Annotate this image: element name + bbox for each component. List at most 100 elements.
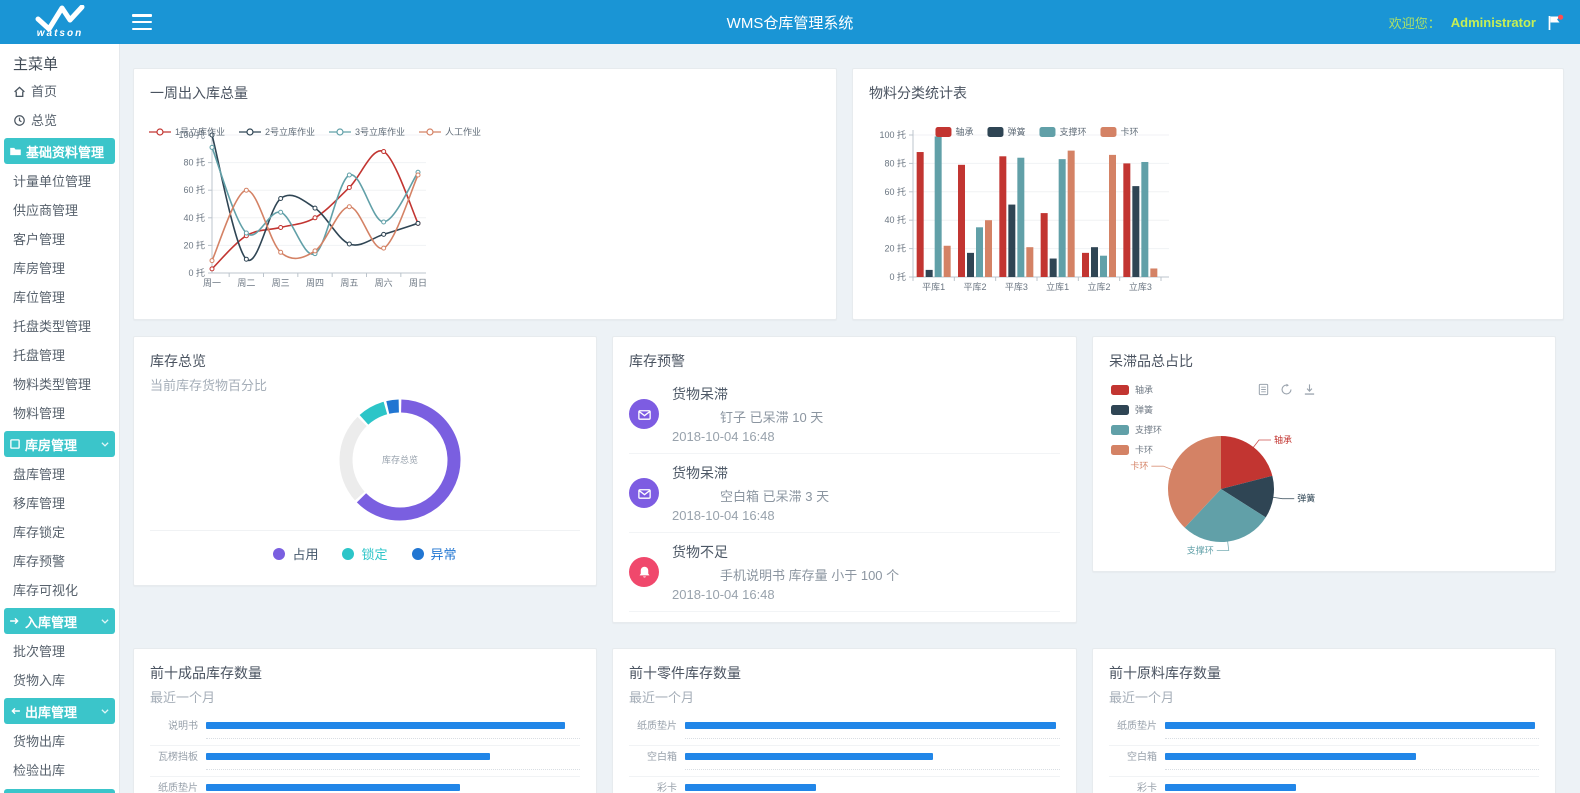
sidebar-item-总览[interactable]: 总览 bbox=[0, 106, 119, 135]
sidebar-group-partial[interactable] bbox=[4, 789, 115, 793]
sidebar-item-库存可视化[interactable]: 库存可视化 bbox=[13, 583, 79, 598]
alert-type: 货物不足 bbox=[672, 544, 728, 560]
sidebar-item-库存锁定[interactable]: 库存锁定 bbox=[13, 525, 66, 540]
alerts-card-title: 库存预警 bbox=[629, 353, 685, 369]
sidebar-item-移库管理[interactable]: 移库管理 bbox=[13, 496, 66, 511]
overview-card-title: 库存总览 bbox=[150, 353, 206, 369]
alert-item[interactable]: 货物不足 手机说明书 库存量 小于 100 个 2018-10-04 16:48 bbox=[629, 533, 1060, 612]
svg-text:周六: 周六 bbox=[375, 277, 393, 288]
sidebar-item-检验出库[interactable]: 检验出库 bbox=[13, 763, 66, 778]
weekly-line-chart[interactable]: 0 托 20 托 40 托 60 托 80 托 100 托周一 周二 周三 周四 周五 周六 周日 bbox=[150, 125, 822, 303]
sidebar-item-供应商管理[interactable]: 供应商管理 bbox=[13, 203, 79, 218]
legend-item-人工作业[interactable]: 人工作业 bbox=[419, 125, 481, 138]
folder-icon bbox=[9, 145, 22, 158]
sidebar-item-批次管理[interactable]: 批次管理 bbox=[13, 644, 66, 659]
svg-text:60 托: 60 托 bbox=[884, 186, 906, 197]
legend-item-轴承[interactable]: 轴承 bbox=[1111, 383, 1162, 396]
alert-item[interactable]: 货物呆滞 空白箱 已呆滞 3 天 2018-10-04 16:48 bbox=[629, 454, 1060, 533]
legend-item-支撑环[interactable]: 支撑环 bbox=[1111, 423, 1162, 436]
sidebar-item-库房管理[interactable]: 库房管理 bbox=[13, 261, 66, 276]
sidebar-item-物料管理[interactable]: 物料管理 bbox=[13, 406, 66, 421]
svg-text:80 托: 80 托 bbox=[884, 157, 906, 168]
finished-bar-chart[interactable]: 说明书瓦楞挡板纸质垫片空白箱 bbox=[150, 722, 580, 793]
sidebar-item-货物出库[interactable]: 货物出库 bbox=[13, 734, 66, 749]
hamburger-menu-icon[interactable] bbox=[132, 14, 152, 30]
alert-type: 货物呆滞 bbox=[672, 465, 728, 481]
svg-text:20 托: 20 托 bbox=[183, 239, 205, 250]
svg-text:周一: 周一 bbox=[203, 278, 221, 288]
restore-icon[interactable] bbox=[1280, 383, 1293, 396]
legend-item-轴承[interactable]: 轴承 bbox=[935, 125, 973, 138]
sidebar-item-物料类型管理[interactable]: 物料类型管理 bbox=[13, 377, 92, 392]
legend-item-卡环[interactable]: 卡环 bbox=[1111, 443, 1162, 456]
chevron-down-icon bbox=[100, 616, 110, 626]
legend-item-卡环[interactable]: 卡环 bbox=[1100, 125, 1139, 138]
materials-chart-legend: 轴承 弹簧 支撑环 卡环 bbox=[935, 125, 1139, 138]
inventory-donut-chart[interactable]: 库存总览 bbox=[150, 396, 582, 524]
legend-item-2号立库作业[interactable]: 2号立库作业 bbox=[238, 125, 315, 138]
svg-text:0 托: 0 托 bbox=[188, 267, 205, 278]
sidebar-item-托盘类型管理[interactable]: 托盘类型管理 bbox=[13, 319, 92, 334]
legend-item-异常[interactable]: 异常 bbox=[411, 544, 457, 563]
sidebar-section-label: 主菜单 bbox=[13, 56, 59, 73]
sidebar-item-计量单位管理[interactable]: 计量单位管理 bbox=[13, 174, 92, 189]
sidebar-item-客户管理[interactable]: 客户管理 bbox=[13, 232, 66, 247]
svg-text:周二: 周二 bbox=[237, 278, 255, 288]
legend-item-占用[interactable]: 占用 bbox=[273, 544, 318, 563]
svg-text:平库3: 平库3 bbox=[1005, 281, 1028, 292]
alert-item[interactable]: 货物呆滞 钉子 已呆滞 10 天 2018-10-04 16:48 bbox=[629, 375, 1060, 454]
sidebar-item-托盘管理[interactable]: 托盘管理 bbox=[13, 348, 66, 363]
legend-item-支撑环[interactable]: 支撑环 bbox=[1039, 125, 1087, 138]
sidebar-item-库存预警[interactable]: 库存预警 bbox=[13, 554, 66, 569]
card-inventory-overview: 库存总览 当前库存货物百分比 库存总览 占用 锁定 异常 bbox=[133, 336, 597, 586]
svg-text:80 托: 80 托 bbox=[183, 157, 205, 168]
legend-item-弹簧[interactable]: 弹簧 bbox=[1111, 403, 1162, 416]
svg-text:立库3: 立库3 bbox=[1129, 281, 1152, 292]
parts-bar-chart[interactable]: 纸质垫片空白箱彩卡说明书 bbox=[629, 722, 1060, 793]
svg-text:平库2: 平库2 bbox=[963, 281, 986, 292]
stagnant-pie-legend: 轴承 弹簧 支撑环 卡环 bbox=[1111, 383, 1162, 456]
top-header: watson WMS仓库管理系统 欢迎您： Administrator bbox=[0, 0, 1580, 44]
svg-text:轴承: 轴承 bbox=[1274, 434, 1292, 445]
legend-item-弹簧[interactable]: 弹簧 bbox=[987, 125, 1026, 138]
watson-logo-icon bbox=[35, 5, 85, 31]
legend-item-锁定[interactable]: 锁定 bbox=[342, 544, 388, 563]
donut-legend: 占用 锁定 异常 bbox=[150, 530, 580, 563]
page-title: WMS仓库管理系统 bbox=[726, 14, 854, 32]
svg-text:100 托: 100 托 bbox=[879, 129, 906, 140]
bell-icon bbox=[629, 557, 659, 587]
hbar-label: 彩卡 bbox=[1137, 783, 1157, 793]
username[interactable]: Administrator bbox=[1450, 14, 1536, 30]
welcome-label: 欢迎您： bbox=[1388, 15, 1441, 31]
raw-bar-chart[interactable]: 纸质垫片空白箱彩卡说明书 bbox=[1109, 722, 1539, 793]
download-icon[interactable] bbox=[1303, 383, 1316, 396]
sidebar-item-出库管理[interactable]: 出库管理 bbox=[4, 698, 115, 724]
sidebar-item-首页[interactable]: 首页 bbox=[0, 77, 119, 106]
hbar-value-bar bbox=[206, 784, 461, 791]
svg-text:平库1: 平库1 bbox=[922, 281, 945, 292]
legend-item-1号立库作业[interactable]: 1号立库作业 bbox=[148, 125, 225, 138]
alert-type: 货物超出 bbox=[672, 621, 873, 622]
data-view-icon[interactable] bbox=[1257, 383, 1270, 396]
legend-item-3号立库作业[interactable]: 3号立库作业 bbox=[329, 125, 405, 138]
sidebar-item-入库管理[interactable]: 入库管理 bbox=[4, 608, 115, 634]
alert-detail: 手机说明书 库存量 小于 100 个 bbox=[720, 568, 900, 583]
hbar-label: 空白箱 bbox=[1127, 752, 1157, 763]
notification-flag-icon[interactable] bbox=[1546, 14, 1564, 31]
sidebar-item-货物入库[interactable]: 货物入库 bbox=[13, 673, 66, 688]
mail-icon bbox=[629, 399, 659, 429]
alert-detail: 空白箱 已呆滞 3 天 bbox=[720, 489, 830, 504]
hbar-row-纸质垫片: 纸质垫片 bbox=[1109, 722, 1539, 746]
warehouse-icon bbox=[9, 438, 21, 450]
sidebar-item-库位管理[interactable]: 库位管理 bbox=[13, 290, 66, 305]
sidebar-item-基础资料管理[interactable]: 基础资料管理 bbox=[4, 138, 115, 164]
sidebar-item-库房管理[interactable]: 库房管理 bbox=[4, 431, 115, 457]
home-icon bbox=[13, 85, 26, 98]
raw-card-title: 前十原料库存数量 bbox=[1109, 665, 1221, 681]
card-top-finished: 前十成品库存数量 最近一个月 说明书瓦楞挡板纸质垫片空白箱 bbox=[133, 648, 597, 793]
sidebar-item-盘库管理[interactable]: 盘库管理 bbox=[13, 467, 66, 482]
alert-detail: 钉子 已呆滞 10 天 bbox=[720, 410, 824, 425]
